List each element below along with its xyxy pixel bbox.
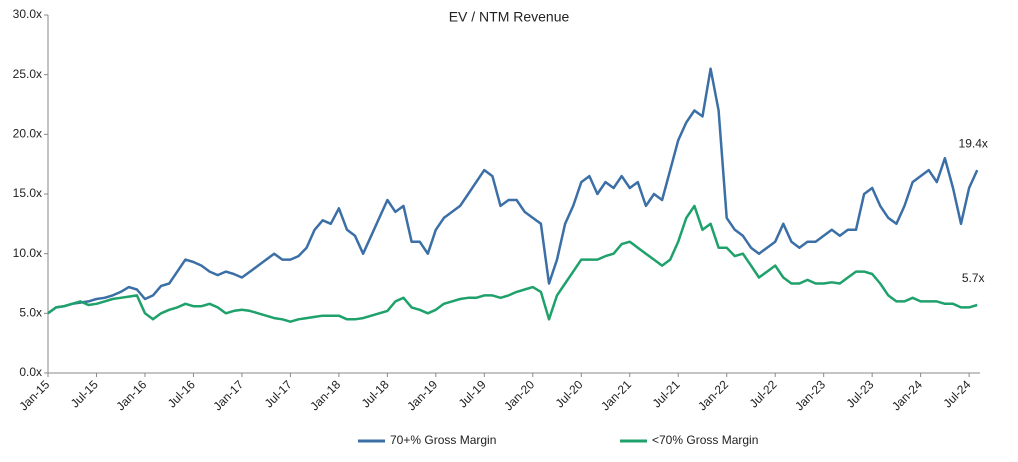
x-tick-label: Jul-20 xyxy=(553,377,586,410)
x-tick-label: Jul-24 xyxy=(940,377,973,410)
x-tick-label: Jul-23 xyxy=(844,377,877,410)
y-tick-label: 15.0x xyxy=(13,186,42,200)
y-tick-label: 10.0x xyxy=(13,246,42,260)
end-annotation: 19.4x xyxy=(959,136,988,150)
x-tick-label: Jul-21 xyxy=(650,377,683,410)
x-tick-label: Jul-15 xyxy=(68,377,101,410)
y-tick-label: 25.0x xyxy=(13,67,42,81)
x-tick-label: Jul-17 xyxy=(262,377,295,410)
x-tick-label: Jan-15 xyxy=(17,377,53,413)
y-tick-label: 20.0x xyxy=(13,127,42,141)
x-tick-label: Jan-23 xyxy=(792,377,828,413)
series-line xyxy=(47,204,978,323)
y-tick-label: 0.0x xyxy=(19,365,42,379)
legend-label: <70% Gross Margin xyxy=(652,433,758,447)
x-tick-label: Jan-24 xyxy=(889,377,925,413)
end-annotation: 5.7x xyxy=(962,271,985,285)
x-tick-label: Jan-17 xyxy=(210,377,246,413)
y-tick-label: 30.0x xyxy=(13,7,42,21)
series-line xyxy=(47,67,979,315)
x-tick-label: Jan-20 xyxy=(501,377,537,413)
chart-title: EV / NTM Revenue xyxy=(449,9,570,25)
x-tick-label: Jul-18 xyxy=(359,377,392,410)
x-tick-label: Jan-16 xyxy=(113,377,149,413)
x-tick-label: Jan-19 xyxy=(404,377,440,413)
x-tick-label: Jan-21 xyxy=(598,377,634,413)
y-tick-label: 5.0x xyxy=(19,306,42,320)
x-tick-label: Jul-19 xyxy=(456,377,489,410)
x-tick-label: Jul-22 xyxy=(747,377,780,410)
x-tick-label: Jan-18 xyxy=(307,377,343,413)
legend-label: 70+% Gross Margin xyxy=(390,433,496,447)
x-tick-label: Jan-22 xyxy=(695,377,731,413)
x-tick-label: Jul-16 xyxy=(165,377,198,410)
